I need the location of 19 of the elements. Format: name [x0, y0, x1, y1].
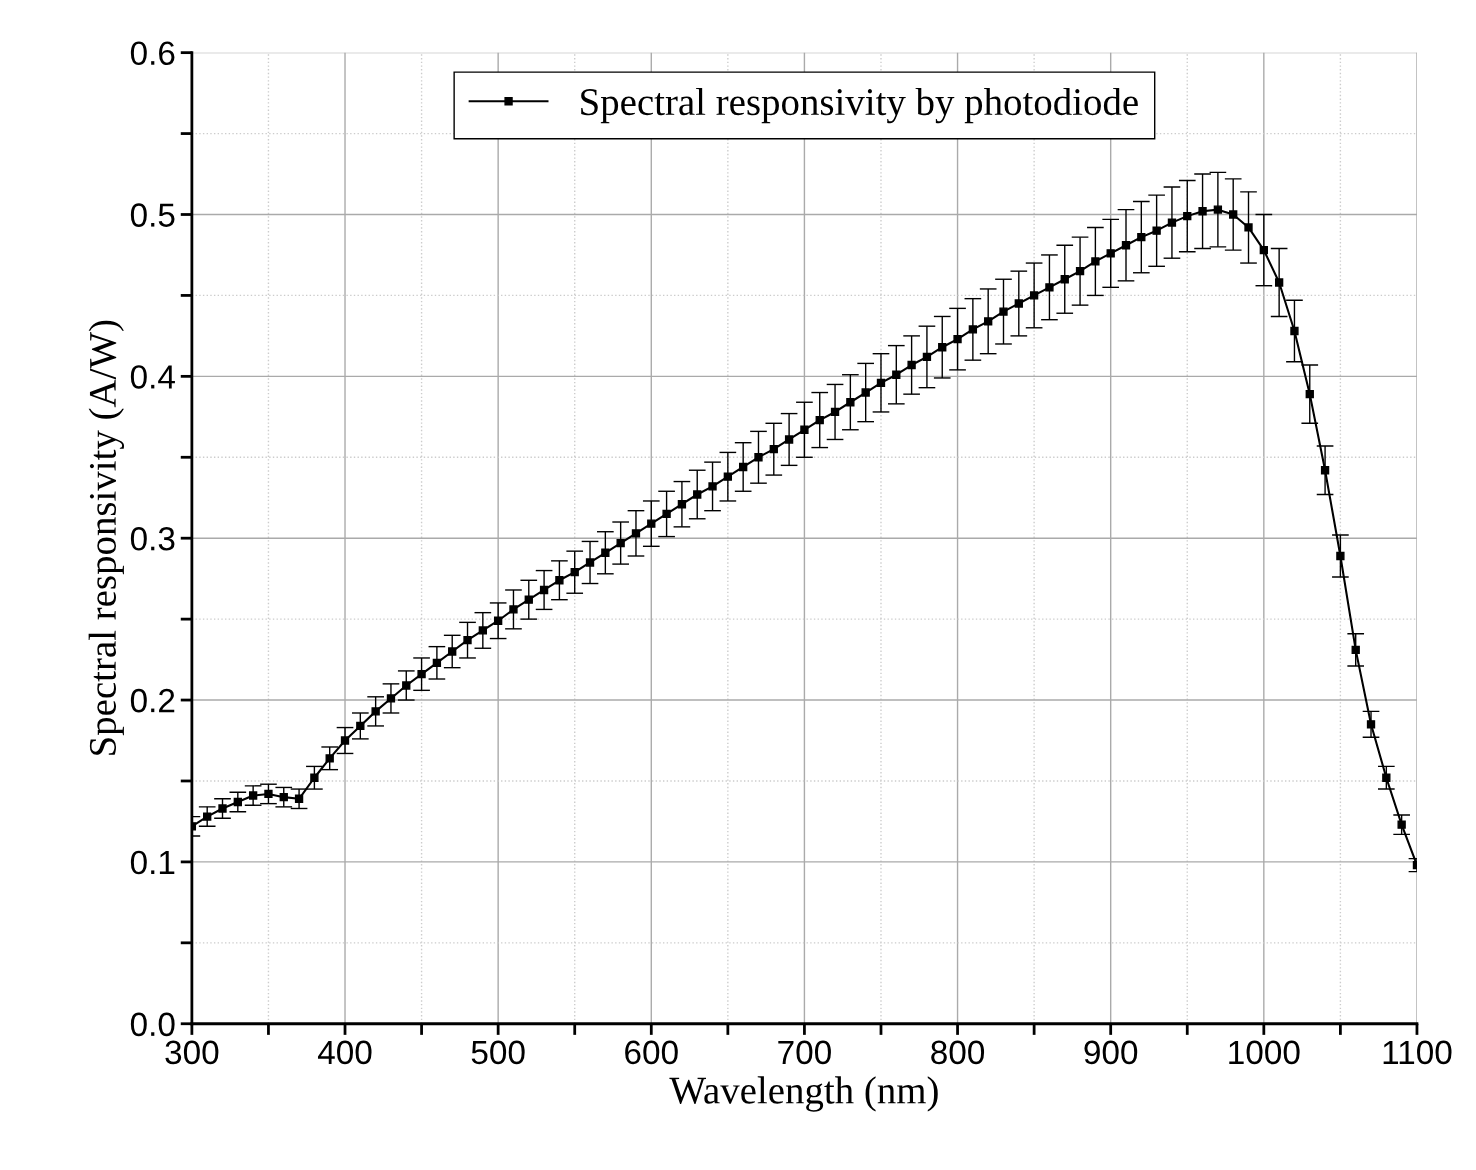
y-tick-label: 0.4 [130, 365, 175, 389]
x-tick-label: 1100 [1383, 1040, 1452, 1065]
y-axis-title: Spectral responsivity (A/W) [88, 320, 125, 755]
x-tick-label: 1000 [1229, 1040, 1300, 1065]
y-tick-label: 0.3 [130, 527, 175, 551]
x-tick-label: 900 [1084, 1040, 1138, 1065]
x-tick-label: 500 [471, 1040, 525, 1065]
x-tick-label: 300 [165, 1040, 219, 1065]
x-tick-label: 400 [317, 1040, 372, 1065]
y-tick-label: 0.6 [130, 41, 175, 66]
x-tick-label: 800 [931, 1040, 985, 1065]
y-tick-label: 0.2 [130, 688, 175, 713]
y-tick-label: 0.5 [130, 203, 175, 227]
x-tick-label: 700 [778, 1040, 831, 1065]
x-axis-title: Wavelength (nm) [669, 1076, 938, 1112]
legend-label: Spectral responsivity by photodiode [581, 87, 1138, 124]
y-tick-label: 0.1 [130, 850, 175, 875]
y-tick-label: 0.0 [130, 1012, 175, 1037]
x-tick-label: 600 [625, 1040, 678, 1065]
